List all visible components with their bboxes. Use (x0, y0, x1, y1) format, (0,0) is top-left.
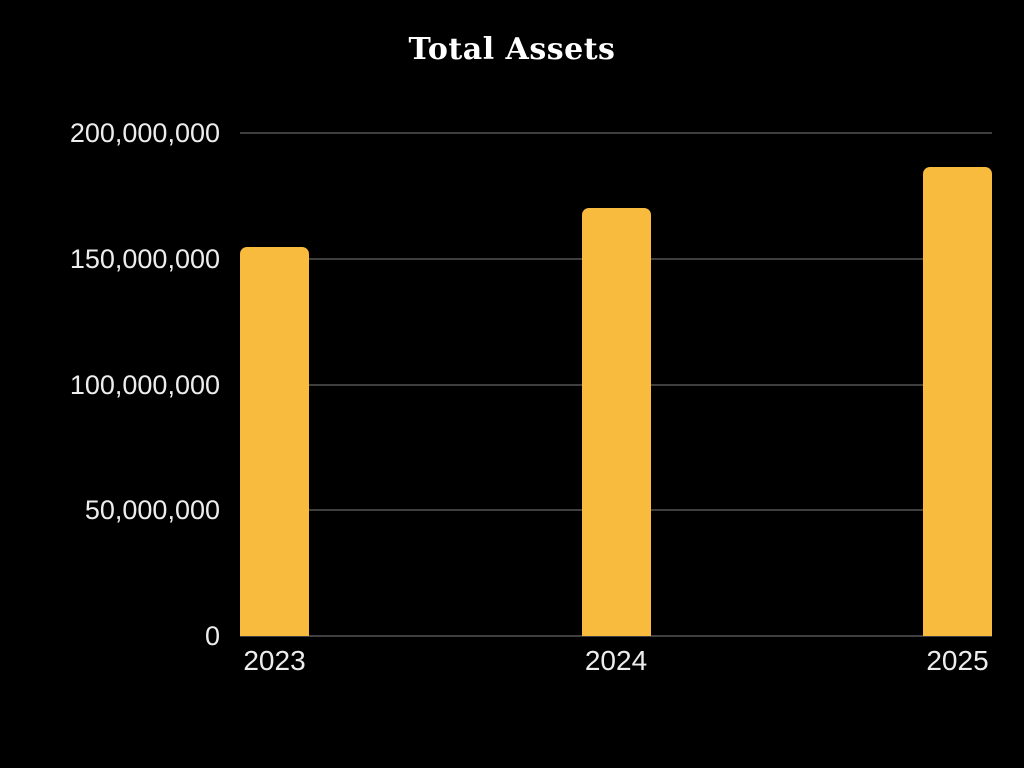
y-axis: 0 50,000,000 100,000,000 150,000,000 200,000… (0, 118, 220, 651)
y-axis-tick-label: 200,000,000 (69, 118, 220, 148)
gridline (240, 132, 992, 134)
bar-2023[interactable] (240, 247, 309, 636)
y-axis-tick-label: 150,000,000 (69, 243, 220, 274)
x-axis-tick-label: 2024 (584, 645, 648, 676)
gridline (240, 635, 992, 637)
chart-title: Total Assets (408, 32, 616, 67)
y-axis-tick-label: 0 (204, 621, 220, 651)
x-axis-tick-label: 2025 (926, 645, 989, 676)
plot-area (240, 132, 992, 637)
y-axis-tick-label: 50,000,000 (84, 495, 220, 526)
bar-2025[interactable] (923, 166, 992, 636)
y-axis-tick-label: 100,000,000 (69, 369, 220, 400)
bar-2024[interactable] (581, 208, 651, 636)
x-axis-tick-label: 2023 (243, 645, 306, 676)
x-axis: 2023 2024 2025 (240, 636, 992, 686)
